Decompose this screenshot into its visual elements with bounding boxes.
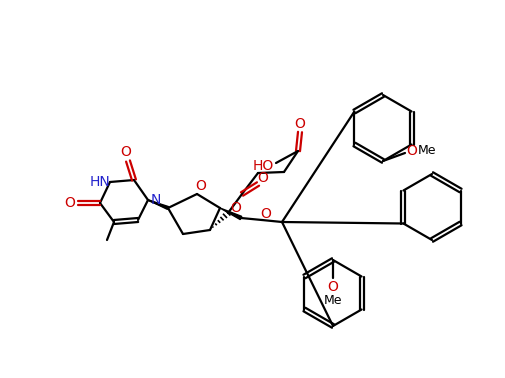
Polygon shape: [220, 208, 242, 220]
Text: O: O: [258, 171, 269, 185]
Text: O: O: [121, 145, 131, 159]
Text: O: O: [407, 144, 418, 158]
Text: N: N: [151, 193, 161, 207]
Text: O: O: [231, 201, 241, 215]
Text: Me: Me: [418, 144, 436, 158]
Text: HN: HN: [89, 175, 111, 189]
Text: O: O: [261, 207, 272, 221]
Text: O: O: [65, 196, 75, 210]
Text: HO: HO: [252, 159, 274, 173]
Polygon shape: [148, 200, 169, 209]
Text: O: O: [294, 117, 306, 131]
Text: O: O: [328, 280, 338, 294]
Text: O: O: [195, 179, 207, 193]
Text: Me: Me: [324, 293, 342, 307]
